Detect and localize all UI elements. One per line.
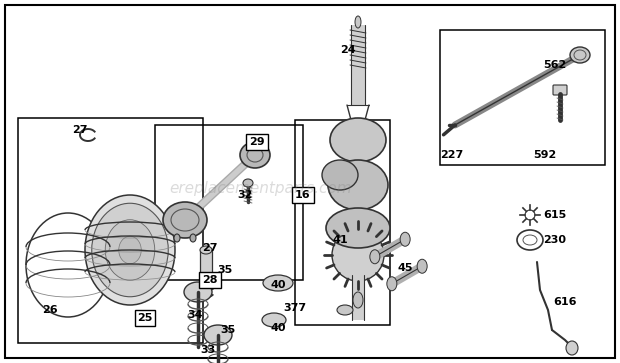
Ellipse shape (400, 232, 410, 246)
Bar (18, 118, 203, 343)
Text: 616: 616 (553, 297, 577, 307)
Ellipse shape (355, 16, 361, 28)
Text: 615: 615 (543, 210, 567, 220)
Ellipse shape (174, 234, 180, 242)
Ellipse shape (566, 341, 578, 355)
Ellipse shape (370, 250, 380, 264)
Bar (351, 25, 365, 105)
Text: 32: 32 (237, 190, 253, 200)
Text: 27: 27 (73, 125, 88, 135)
Text: 26: 26 (42, 305, 58, 315)
Ellipse shape (204, 325, 232, 345)
Ellipse shape (105, 220, 155, 280)
Bar (352, 275, 364, 320)
Ellipse shape (85, 195, 175, 305)
Bar (155, 125, 303, 280)
Ellipse shape (163, 202, 207, 238)
Ellipse shape (119, 236, 141, 264)
Ellipse shape (332, 229, 384, 281)
Ellipse shape (387, 277, 397, 291)
Ellipse shape (263, 275, 293, 291)
Text: 27: 27 (202, 243, 218, 253)
Ellipse shape (353, 292, 363, 308)
Text: 562: 562 (543, 60, 567, 70)
Ellipse shape (243, 179, 253, 187)
Text: 35: 35 (218, 265, 232, 275)
Text: 230: 230 (544, 235, 567, 245)
Ellipse shape (570, 47, 590, 63)
Text: 33: 33 (200, 345, 216, 355)
Bar (295, 120, 390, 325)
Text: 40: 40 (270, 280, 286, 290)
Text: 16: 16 (295, 190, 311, 200)
Text: 377: 377 (283, 303, 306, 313)
Ellipse shape (184, 282, 212, 302)
Bar (200, 250, 212, 278)
Text: 227: 227 (440, 150, 464, 160)
Text: 24: 24 (340, 45, 356, 55)
Text: 28: 28 (202, 275, 218, 285)
Ellipse shape (337, 305, 353, 315)
Ellipse shape (328, 160, 388, 210)
Ellipse shape (92, 203, 168, 297)
Text: 592: 592 (533, 150, 557, 160)
Ellipse shape (262, 313, 286, 327)
Ellipse shape (326, 208, 390, 248)
Ellipse shape (200, 274, 212, 282)
Text: 34: 34 (187, 310, 203, 320)
Text: 45: 45 (397, 263, 413, 273)
Ellipse shape (322, 160, 358, 190)
Text: 25: 25 (137, 313, 153, 323)
Ellipse shape (190, 234, 196, 242)
Text: 40: 40 (270, 323, 286, 333)
Ellipse shape (200, 246, 212, 254)
Ellipse shape (417, 259, 427, 273)
Bar (440, 30, 605, 165)
Text: 41: 41 (332, 235, 348, 245)
Ellipse shape (330, 118, 386, 162)
FancyBboxPatch shape (553, 85, 567, 95)
Text: ereplacementparts.com: ereplacementparts.com (169, 181, 352, 196)
Text: 35: 35 (220, 325, 236, 335)
Ellipse shape (240, 142, 270, 168)
Text: 29: 29 (249, 137, 265, 147)
